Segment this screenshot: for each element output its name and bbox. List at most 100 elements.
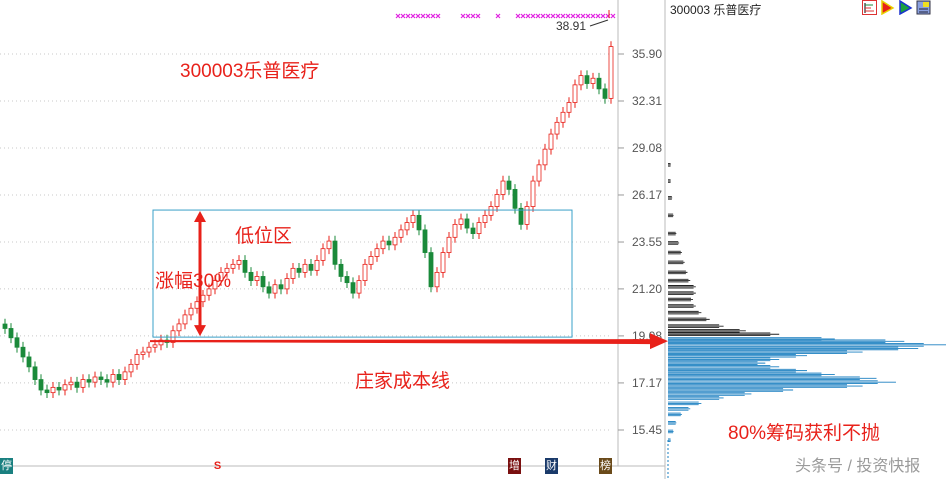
candle-body (68, 381, 74, 386)
signal-mark (560, 13, 566, 19)
signal-mark (585, 13, 591, 19)
candle-body (182, 314, 188, 325)
add-issue-marker[interactable]: 增 (508, 458, 521, 474)
chips-note-label: 80%筹码获利不抛 (728, 423, 881, 444)
candle-body (356, 280, 362, 294)
candle-body (242, 259, 248, 273)
candle-body (224, 267, 230, 273)
watermark: 头条号 / 投资快报 (795, 458, 921, 475)
signal-mark (410, 13, 416, 19)
candle-body (548, 133, 554, 150)
stop-marker[interactable]: 停 (0, 458, 13, 474)
candle-body (56, 386, 62, 391)
signal-mark (580, 13, 586, 19)
signal-mark (460, 13, 466, 19)
y-tick-label: 26.17 (632, 188, 662, 202)
candle-body (512, 188, 518, 209)
signal-mark (515, 13, 521, 19)
candle-body (506, 180, 512, 190)
candle-body (302, 263, 308, 273)
candle-body (428, 252, 434, 288)
candle-body (260, 276, 266, 288)
red-flag-icon[interactable] (880, 0, 895, 15)
candle-body (230, 263, 236, 269)
candle-body (404, 222, 410, 231)
candle-body (14, 337, 20, 348)
candle-body (386, 240, 392, 246)
rise-label: 涨幅30% (155, 271, 232, 292)
info-panel-icon[interactable] (916, 0, 931, 15)
candle-body (92, 376, 98, 383)
green-flag-icon[interactable] (898, 0, 913, 15)
candle-body (32, 366, 38, 380)
candle-body (128, 363, 134, 373)
y-tick-label: 17.17 (632, 376, 662, 390)
chip-chart-icon[interactable] (862, 0, 877, 15)
signal-mark (525, 13, 531, 19)
candle-body (470, 227, 476, 234)
signal-mark (470, 13, 476, 19)
y-tick-label: 29.08 (632, 141, 662, 155)
signal-mark (590, 13, 596, 19)
stock-title: 300003 乐普医疗 (670, 3, 762, 17)
high-pointer (589, 19, 609, 27)
arrow-head-up (194, 211, 206, 223)
finance-marker[interactable]: 财 (545, 458, 558, 474)
candle-body (20, 346, 26, 358)
candle-body (608, 46, 614, 99)
signal-mark (420, 13, 426, 19)
candle-body (482, 214, 488, 223)
signal-mark (435, 13, 441, 19)
y-tick-label: 35.90 (632, 47, 662, 61)
candle-body (74, 381, 80, 388)
s-marker[interactable]: S (213, 460, 222, 472)
signal-mark (405, 13, 411, 19)
high-price-label: 38.91 (556, 19, 587, 33)
candle-body (140, 351, 146, 355)
low-zone-label: 低位区 (235, 226, 293, 247)
candle-body (530, 180, 536, 207)
signal-mark (550, 13, 556, 19)
signal-mark (430, 13, 436, 19)
low-zone-box (152, 209, 573, 338)
candle-body (488, 206, 494, 216)
signal-mark (575, 13, 581, 19)
candle-body (338, 263, 344, 277)
candle-body (116, 374, 122, 380)
candle-body (200, 294, 206, 303)
signal-mark (600, 13, 606, 19)
candle-body (560, 111, 566, 123)
cost-line-arrow (150, 333, 668, 350)
candle-body (542, 148, 548, 166)
candle-body (218, 271, 224, 281)
candle-body (494, 194, 500, 207)
rank-marker[interactable]: 榜 (599, 458, 612, 474)
candle-body (464, 218, 470, 229)
candle-body (458, 218, 464, 225)
candle-body (8, 328, 14, 339)
candle-body (446, 236, 452, 253)
signal-mark (475, 13, 481, 19)
candle-body (26, 356, 32, 368)
candle-body (50, 386, 56, 394)
candle-body (596, 77, 602, 90)
signal-mark (400, 13, 406, 19)
candle-body (440, 252, 446, 273)
candle-body (134, 354, 140, 365)
signal-mark (565, 13, 571, 19)
candle-body (314, 259, 320, 271)
y-tick-label: 21.20 (632, 282, 662, 296)
candle-body (452, 223, 458, 238)
candle-body (38, 379, 44, 391)
candle-body (320, 248, 326, 261)
signal-mark (495, 13, 501, 19)
candle-body (296, 267, 302, 273)
candle-body (80, 379, 86, 388)
signal-mark (415, 13, 421, 19)
signal-mark (610, 13, 616, 19)
candle-body (152, 344, 158, 348)
candle-body (500, 180, 506, 195)
signal-mark (545, 13, 551, 19)
candle-body (536, 164, 542, 182)
